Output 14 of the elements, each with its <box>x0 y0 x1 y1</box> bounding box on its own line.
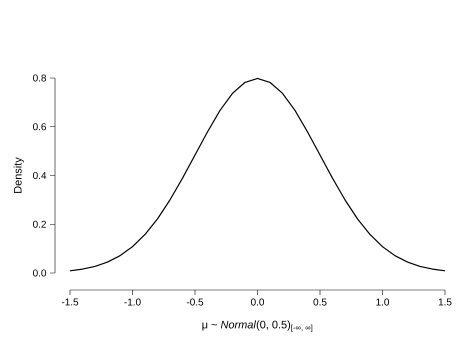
y-tick-label: 0.0 <box>33 269 46 277</box>
x-tick-label: 0.5 <box>313 298 327 306</box>
y-tick-label: 0.4 <box>33 172 46 180</box>
x-axis-title: μ ~ Normal(0, 0.5)$_{[-∞, ∞]}$ <box>202 320 312 332</box>
x-tick-label: 0.0 <box>250 298 264 306</box>
x-tick-label: -1.0 <box>124 298 141 306</box>
y-tick-label: 0.8 <box>33 74 46 82</box>
y-tick-label: 0.2 <box>33 220 46 228</box>
x-tick-label: -0.5 <box>186 298 204 306</box>
y-axis-title: Density <box>14 157 24 193</box>
x-tick-label: 1.0 <box>376 298 390 306</box>
y-tick-label: 0.6 <box>33 123 46 130</box>
x-tick-label: 1.5 <box>438 298 452 306</box>
x-tick-label: -1.5 <box>62 298 78 306</box>
